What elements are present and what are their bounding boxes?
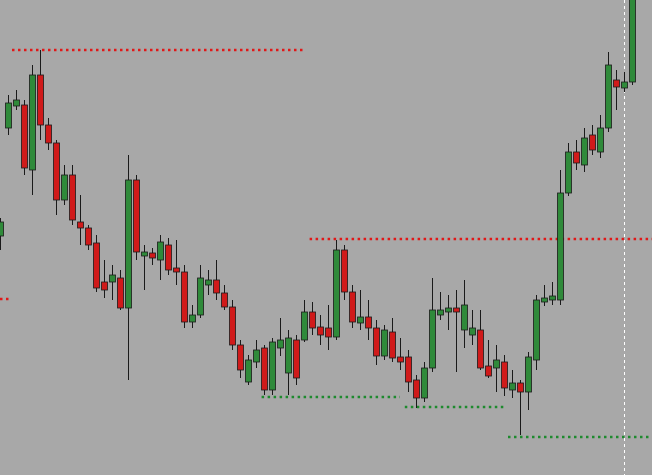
candle-body [565, 151, 572, 194]
candle-body [173, 267, 180, 273]
candle-body [0, 221, 4, 237]
candle-body [213, 279, 220, 294]
candle-body [629, 0, 636, 83]
candle-body [309, 311, 316, 329]
candle-body [37, 74, 44, 126]
candle-body [357, 316, 364, 324]
candle-body [197, 277, 204, 316]
candle-body [493, 359, 500, 369]
candle-body [429, 309, 436, 369]
candle-body [509, 382, 516, 391]
candle-body [269, 341, 276, 391]
candle-body [293, 339, 300, 379]
candle-body [261, 347, 268, 391]
candle-body [61, 174, 68, 201]
candle-body [29, 74, 36, 171]
candle-body [277, 339, 284, 349]
candle-body [301, 311, 308, 341]
candle-body [85, 227, 92, 246]
candle-body [45, 124, 52, 144]
candle-body [157, 241, 164, 261]
candle-body [5, 102, 12, 129]
candle-body [381, 329, 388, 357]
candle-body [413, 379, 420, 399]
candle-body [437, 309, 444, 316]
candle-body [133, 179, 140, 253]
candle-body [525, 356, 532, 393]
candle-body [13, 99, 20, 107]
candle-body [557, 192, 564, 301]
candle-body [253, 349, 260, 363]
candle-body [69, 174, 76, 221]
level-lines [0, 48, 652, 439]
candle-body [477, 329, 484, 369]
candle-body [93, 242, 100, 289]
candles [0, 0, 636, 435]
candle-body [589, 134, 596, 151]
candle-body [533, 299, 540, 361]
candle-body [285, 337, 292, 374]
candle-body [621, 81, 628, 89]
candle-body [149, 252, 156, 259]
candle-body [349, 291, 356, 323]
candle-body [341, 249, 348, 293]
candle-body [221, 292, 228, 308]
candle-body [373, 327, 380, 357]
candle-body [605, 64, 612, 129]
candle-body [333, 249, 340, 338]
candle-body [389, 331, 396, 359]
candle-body [453, 307, 460, 313]
candle-body [445, 307, 452, 313]
candle-body [397, 356, 404, 363]
candle-body [317, 326, 324, 336]
candle-body [469, 327, 476, 336]
candle-body [485, 365, 492, 377]
candle-body [405, 356, 412, 383]
candle-body [229, 306, 236, 346]
candle-body [237, 344, 244, 371]
candle-body [77, 221, 84, 229]
candle-body [325, 327, 332, 338]
candle-body [109, 274, 116, 283]
candle-body [501, 361, 508, 389]
candle-body [189, 314, 196, 323]
candle-body [125, 179, 132, 309]
candle-body [101, 281, 108, 291]
candle-body [581, 137, 588, 166]
candle-body [365, 316, 372, 329]
candle-body [541, 297, 548, 303]
candle-body [165, 244, 172, 271]
candle-body [549, 295, 556, 301]
candle-body [421, 367, 428, 399]
candle-body [573, 151, 580, 164]
candle-body [613, 79, 620, 88]
candle-body [205, 279, 212, 286]
candle-body [117, 277, 124, 309]
candle-body [21, 104, 28, 169]
candle-body [181, 271, 188, 323]
candle-body [597, 127, 604, 153]
candle-body [245, 359, 252, 383]
candle-body [141, 251, 148, 257]
candle-body [517, 382, 524, 393]
candle-body [53, 142, 60, 201]
candle-body [461, 304, 468, 331]
